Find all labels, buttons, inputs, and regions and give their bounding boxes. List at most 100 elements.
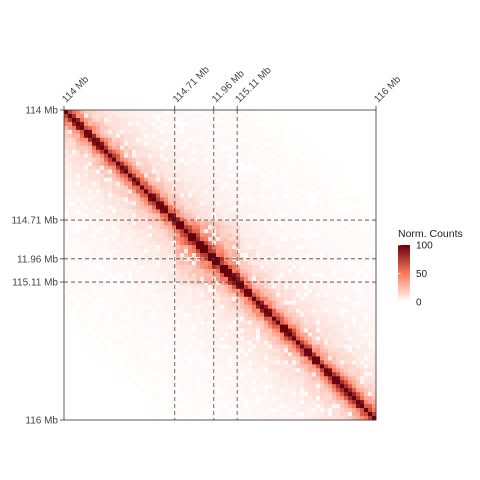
heatmap-cell <box>332 360 337 365</box>
heatmap-cell <box>208 189 213 194</box>
heatmap-cell <box>116 268 121 274</box>
heatmap-cell <box>240 209 245 214</box>
heatmap-cell <box>112 304 117 310</box>
heatmap-cell <box>176 229 181 234</box>
heatmap-cell <box>360 372 365 377</box>
heatmap-cell <box>264 181 269 186</box>
heatmap-cell <box>128 113 133 119</box>
heatmap-cell <box>72 181 77 186</box>
heatmap-cell <box>312 265 317 270</box>
heatmap-cell <box>272 233 277 238</box>
heatmap-cell <box>156 241 161 246</box>
heatmap-cell <box>240 352 245 357</box>
heatmap-cell <box>280 157 285 163</box>
heatmap-cell <box>248 145 253 151</box>
heatmap-cell <box>320 376 325 381</box>
heatmap-cell <box>360 276 365 282</box>
heatmap-cell <box>236 229 241 234</box>
heatmap-cell <box>360 209 365 214</box>
heatmap-cell <box>108 300 113 306</box>
heatmap-cell <box>160 173 165 178</box>
heatmap-cell <box>64 157 69 163</box>
heatmap-cell <box>152 149 157 155</box>
heatmap-cell <box>300 149 305 155</box>
heatmap-cell <box>248 133 253 139</box>
heatmap-cell <box>276 376 281 381</box>
heatmap-cell <box>372 364 377 369</box>
heatmap-cell <box>112 316 117 322</box>
heatmap-cell <box>236 312 241 318</box>
heatmap-cell <box>340 189 345 194</box>
heatmap-cell <box>192 229 197 234</box>
heatmap-cell <box>292 253 297 258</box>
heatmap-cell <box>156 332 161 337</box>
heatmap-cell <box>160 272 165 278</box>
heatmap-cell <box>152 185 157 190</box>
heatmap-cell <box>160 372 165 377</box>
heatmap-cell <box>184 253 189 258</box>
heatmap-cell <box>100 308 105 314</box>
heatmap-cell <box>76 308 81 314</box>
heatmap-cell <box>196 265 201 270</box>
heatmap-cell <box>372 268 377 274</box>
heatmap-cell <box>180 372 185 377</box>
heatmap-cell <box>164 237 169 242</box>
heatmap-cell <box>108 257 113 262</box>
heatmap-cell <box>80 268 85 274</box>
heatmap-cell <box>336 265 341 270</box>
heatmap-cell <box>264 400 269 405</box>
heatmap-cell <box>300 284 305 290</box>
heatmap-cell <box>252 229 257 234</box>
heatmap-cell <box>308 261 313 266</box>
heatmap-cell <box>212 416 217 421</box>
heatmap-cell <box>144 308 149 314</box>
heatmap-cell <box>164 253 169 258</box>
heatmap-cell <box>328 388 333 393</box>
heatmap-cell <box>152 129 157 135</box>
heatmap-cell <box>232 296 237 302</box>
heatmap-cell <box>140 201 145 206</box>
heatmap-cell <box>224 161 229 167</box>
heatmap-cell <box>316 185 321 190</box>
heatmap-cell <box>168 217 173 222</box>
heatmap-cell <box>240 225 245 230</box>
heatmap-cell <box>228 193 233 198</box>
heatmap-cell <box>292 336 297 341</box>
heatmap-cell <box>360 292 365 298</box>
heatmap-cell <box>268 412 273 417</box>
heatmap-cell <box>212 193 217 198</box>
heatmap-cell <box>108 137 113 143</box>
heatmap-cell <box>204 316 209 322</box>
heatmap-cell <box>260 257 265 262</box>
heatmap-cell <box>180 185 185 190</box>
heatmap-cell <box>252 133 257 139</box>
heatmap-cell <box>252 276 257 282</box>
heatmap-cell <box>244 316 249 322</box>
heatmap-cell <box>284 304 289 310</box>
heatmap-cell <box>280 249 285 254</box>
heatmap-cell <box>148 268 153 274</box>
heatmap-cell <box>92 253 97 258</box>
heatmap-cell <box>128 129 133 135</box>
heatmap-cell <box>144 296 149 302</box>
heatmap-cell <box>188 268 193 274</box>
heatmap-cell <box>220 376 225 381</box>
heatmap-cell <box>80 145 85 151</box>
heatmap-cell <box>292 292 297 298</box>
heatmap-cell <box>324 229 329 234</box>
heatmap-cell <box>112 205 117 210</box>
heatmap-cell <box>148 161 153 167</box>
heatmap-cell <box>64 257 69 262</box>
heatmap-cell <box>240 265 245 270</box>
heatmap-cell <box>192 153 197 159</box>
heatmap-cell <box>160 380 165 385</box>
heatmap-cell <box>172 328 177 333</box>
heatmap-cell <box>168 157 173 163</box>
heatmap-cell <box>328 400 333 405</box>
heatmap-cell <box>100 221 105 226</box>
heatmap-cell <box>368 336 373 341</box>
heatmap-cell <box>180 364 185 369</box>
heatmap-cell <box>236 241 241 246</box>
heatmap-cell <box>140 241 145 246</box>
heatmap-cell <box>228 292 233 298</box>
